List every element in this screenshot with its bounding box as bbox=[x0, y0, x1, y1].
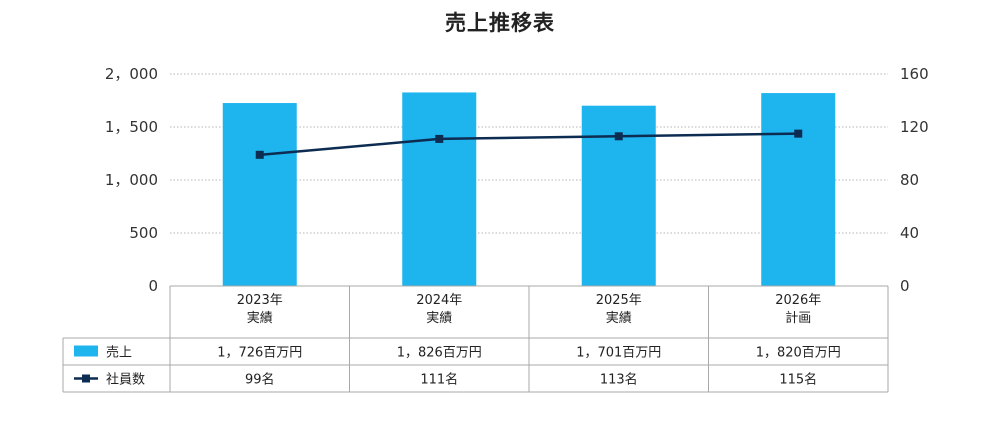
bar-売上 bbox=[402, 92, 477, 286]
line-point bbox=[614, 132, 623, 141]
data-label: 1，826百万円 bbox=[397, 346, 482, 361]
left-axis-ticks: 0 500 1，000 1，500 2，000 bbox=[105, 65, 158, 295]
data-label: 99名 bbox=[245, 372, 275, 388]
category-label: 2023年 bbox=[237, 293, 283, 308]
category-label: 計画 bbox=[785, 310, 811, 326]
chart-title: 売上推移表 bbox=[445, 11, 555, 35]
left-tick-label: 1，500 bbox=[105, 118, 158, 136]
right-tick-label: 40 bbox=[900, 224, 919, 242]
line-point bbox=[435, 134, 444, 143]
right-axis-ticks: 0 40 80 120 160 bbox=[900, 65, 929, 295]
data-label: 113名 bbox=[600, 372, 638, 388]
left-tick-label: 500 bbox=[129, 224, 158, 242]
bar-売上 bbox=[222, 103, 297, 286]
line-point bbox=[794, 129, 803, 138]
data-label: 115名 bbox=[779, 372, 817, 388]
data-label: 1，726百万円 bbox=[217, 346, 302, 361]
right-tick-label: 80 bbox=[900, 171, 919, 189]
right-tick-label: 120 bbox=[900, 118, 929, 136]
right-tick-label: 0 bbox=[900, 277, 910, 295]
legend-bar-swatch bbox=[74, 345, 98, 357]
line-社員数 bbox=[259, 132, 799, 157]
data-label: 1，820百万円 bbox=[756, 346, 841, 361]
category-label: 実績 bbox=[247, 310, 273, 326]
legend-label: 売上 bbox=[106, 345, 132, 361]
line-series bbox=[255, 129, 803, 159]
legend-line-marker bbox=[82, 374, 90, 383]
category-label: 2025年 bbox=[596, 293, 642, 308]
bar-売上 bbox=[761, 93, 836, 286]
left-tick-label: 1，000 bbox=[105, 171, 158, 189]
category-label: 実績 bbox=[606, 310, 632, 326]
legend-label: 社員数 bbox=[106, 372, 145, 388]
line-point bbox=[255, 150, 264, 159]
data-label: 111名 bbox=[420, 372, 458, 388]
data-label: 1，701百万円 bbox=[576, 346, 661, 361]
category-label: 2026年 bbox=[775, 293, 821, 308]
left-tick-label: 2，000 bbox=[105, 65, 158, 83]
right-tick-label: 160 bbox=[900, 65, 929, 83]
category-label: 実績 bbox=[426, 310, 452, 326]
left-tick-label: 0 bbox=[148, 277, 158, 295]
category-label: 2024年 bbox=[416, 293, 462, 308]
bar-series bbox=[222, 92, 836, 286]
